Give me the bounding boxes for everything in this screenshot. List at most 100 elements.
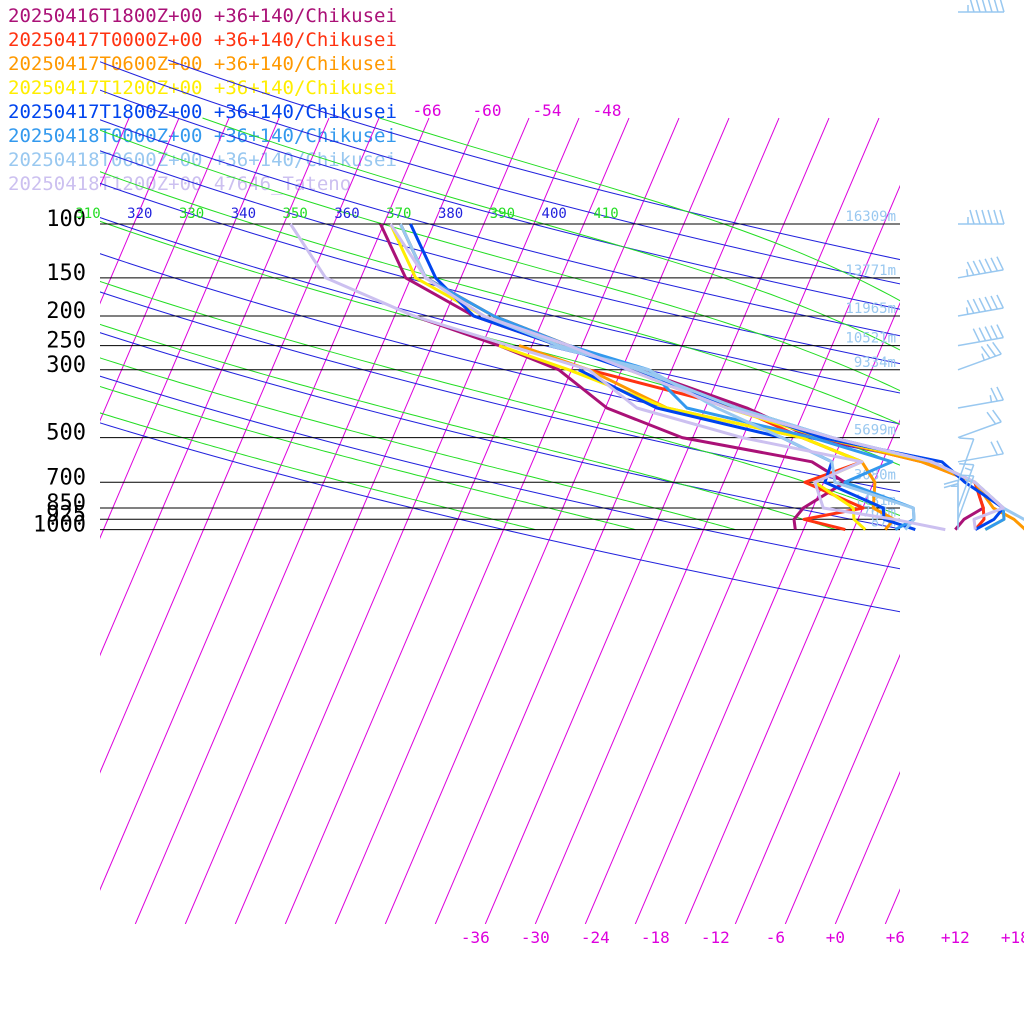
height-label: 11965m bbox=[845, 301, 896, 317]
height-label: 9334m bbox=[854, 355, 896, 371]
theta-label: 320 bbox=[127, 206, 152, 222]
wind-barb bbox=[957, 269, 1004, 279]
pressure-label: 1000 bbox=[33, 513, 86, 538]
theta-label: 390 bbox=[490, 206, 515, 222]
wind-barb-flag bbox=[978, 259, 987, 274]
isotherm-line bbox=[100, 117, 380, 774]
wind-barb-flag bbox=[943, 479, 959, 485]
soundings bbox=[289, 223, 1024, 532]
pressure-label: 925 bbox=[46, 502, 86, 527]
temperature-line bbox=[399, 223, 1024, 531]
temperature-line bbox=[399, 223, 1024, 521]
wind-barb-flag bbox=[999, 209, 1005, 225]
pressure-label: 100 bbox=[46, 207, 86, 232]
x-tick-label: -30 bbox=[521, 928, 550, 947]
isotherm-line bbox=[334, 117, 680, 924]
x-tick-label: -18 bbox=[641, 928, 670, 947]
legend: 20250416T1800Z+00 +36+140/Chikusei 20250… bbox=[8, 4, 397, 196]
height-label: 10521m bbox=[845, 331, 896, 347]
wind-barb-flag bbox=[984, 296, 993, 311]
dewpoint-line bbox=[289, 223, 946, 532]
wind-barb-flag bbox=[989, 395, 993, 403]
wind-barb-flag bbox=[966, 299, 975, 314]
wind-barb-flag bbox=[992, 409, 1002, 423]
pressure-label: 200 bbox=[46, 299, 86, 324]
isotherm-label: -60 bbox=[473, 101, 502, 120]
height-label: 16309m bbox=[845, 209, 896, 225]
moist-adiabat-line bbox=[100, 171, 900, 425]
wind-barb bbox=[957, 307, 1004, 317]
wind-barb-flag bbox=[943, 482, 959, 489]
moist-adiabat-line bbox=[100, 129, 900, 392]
isotherm-line bbox=[784, 653, 900, 924]
isotherm-line bbox=[534, 117, 880, 924]
pressure-label: 850 bbox=[46, 491, 86, 516]
wind-barb-flag bbox=[990, 387, 999, 402]
wind-barb-flag bbox=[996, 324, 1004, 338]
theta-label: 360 bbox=[334, 206, 359, 222]
isotherm-line bbox=[100, 117, 430, 891]
wind-barb-flag bbox=[990, 325, 999, 339]
isotherm-line bbox=[100, 117, 230, 422]
wind-barb-flag bbox=[978, 297, 987, 312]
wind-barb-flag bbox=[999, 0, 1005, 13]
wind-barb-flag bbox=[996, 294, 1004, 309]
wind-barb bbox=[957, 421, 1002, 439]
isotherm-line bbox=[284, 117, 630, 924]
dry-adiabat-line bbox=[100, 422, 900, 613]
pressure-label: 700 bbox=[46, 465, 86, 490]
dry-adiabat-line bbox=[100, 375, 900, 570]
theta-label: 330 bbox=[179, 206, 204, 222]
pressure-label: 150 bbox=[46, 261, 86, 286]
height-label: 5699m bbox=[854, 423, 896, 439]
wind-barb-flag bbox=[993, 0, 999, 13]
theta-label: 310 bbox=[75, 206, 100, 222]
dry-adiabat-line bbox=[100, 150, 900, 365]
isotherm-line bbox=[0, 118, 29, 924]
moist-adiabat-line bbox=[100, 323, 836, 531]
dry-adiabat-line bbox=[167, 59, 900, 261]
wind-barb-flag bbox=[980, 345, 991, 359]
theta-label: 350 bbox=[283, 206, 308, 222]
wind-barb bbox=[957, 475, 975, 520]
dry-adiabat-line bbox=[100, 119, 900, 337]
wind-barb-flag bbox=[984, 258, 993, 273]
dry-adiabat-line bbox=[100, 89, 900, 310]
theta-label: 400 bbox=[542, 206, 567, 222]
isotherm-label: -66 bbox=[413, 101, 442, 120]
wind-barb-flag bbox=[966, 261, 975, 276]
wind-barb-flag bbox=[996, 440, 1004, 455]
wind-barb-flag bbox=[965, 307, 969, 315]
moist-adiabat-line bbox=[100, 412, 536, 531]
wind-barb-flag bbox=[972, 298, 981, 313]
x-tick-label: +0 bbox=[826, 928, 845, 947]
wind-barb-flag bbox=[975, 209, 981, 225]
legend-item: 20250417T0000Z+00 +36+140/Chikusei bbox=[8, 29, 397, 51]
isotherm-line bbox=[100, 117, 280, 540]
wind-barb-flag bbox=[986, 343, 997, 357]
isotherm-line bbox=[234, 117, 580, 924]
theta-label: 370 bbox=[386, 206, 411, 222]
wind-barb bbox=[957, 453, 1004, 463]
wind-barb-flag bbox=[959, 463, 974, 466]
wind-barb-flag bbox=[987, 0, 993, 13]
wind-barb-flag bbox=[992, 341, 1002, 355]
wind-barb-flag bbox=[990, 441, 999, 456]
moist-adiabat-line bbox=[379, 117, 900, 302]
wind-barb-flag bbox=[981, 353, 986, 361]
wind-barb-flag bbox=[981, 209, 987, 225]
height-label: 3080m bbox=[854, 467, 896, 483]
wind-barb-flag bbox=[978, 327, 987, 342]
moist-adiabat-line bbox=[100, 357, 736, 531]
wind-barb-flag bbox=[990, 257, 999, 272]
temperature-line bbox=[389, 223, 1005, 530]
wind-barb-flag bbox=[964, 467, 972, 472]
wind-barb-flag bbox=[959, 474, 974, 477]
isotherm-line bbox=[100, 117, 330, 657]
isotherm-line bbox=[384, 117, 730, 924]
moist-adiabat-line bbox=[202, 117, 900, 351]
dry-adiabat-line bbox=[100, 61, 900, 285]
x-tick-label: +18 bbox=[1001, 928, 1024, 947]
isotherm-line bbox=[184, 117, 530, 924]
